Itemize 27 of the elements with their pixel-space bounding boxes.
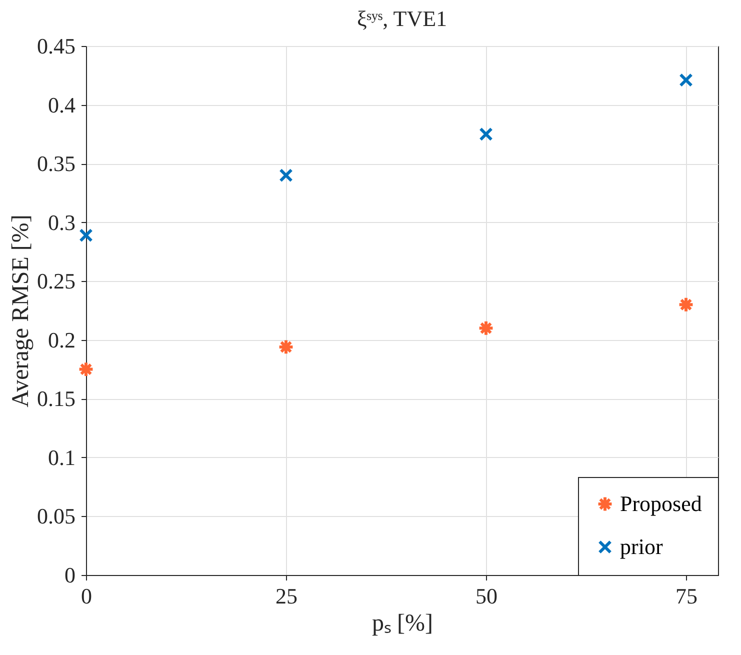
x-axis-title: pₛ [%] (372, 610, 433, 636)
y-tick-label: 0.45 (37, 34, 76, 58)
y-tick-label: 0.4 (48, 92, 76, 118)
point (279, 168, 293, 182)
y-tick-label: 0.2 (48, 327, 76, 352)
point (679, 73, 693, 87)
x-tick-label: 25 (276, 584, 298, 608)
x-tick-label: 0 (81, 584, 92, 608)
x-tick-label: 50 (476, 584, 498, 608)
y-tick-label: 0.05 (37, 504, 76, 529)
point (478, 320, 494, 336)
legend-label: prior (620, 534, 664, 559)
y-tick-label: 0.3 (48, 210, 76, 235)
y-tick-label: 0.25 (37, 268, 76, 294)
chart-title: ξˢʸˢ, TVE1 (356, 6, 448, 31)
legend-label: Proposed (620, 491, 702, 516)
y-tick-label: 0 (64, 562, 76, 588)
point (79, 228, 93, 242)
point (678, 296, 694, 313)
point (479, 127, 493, 142)
y-tick-label: 0.1 (48, 444, 76, 470)
y-axis-title: Average RMSE [%] (8, 214, 34, 408)
x-tick-label: 75 (676, 584, 698, 608)
point (78, 361, 94, 378)
y-tick-label: 0.35 (37, 151, 76, 176)
y-tick-label: 0.15 (37, 386, 76, 412)
point (278, 338, 294, 356)
